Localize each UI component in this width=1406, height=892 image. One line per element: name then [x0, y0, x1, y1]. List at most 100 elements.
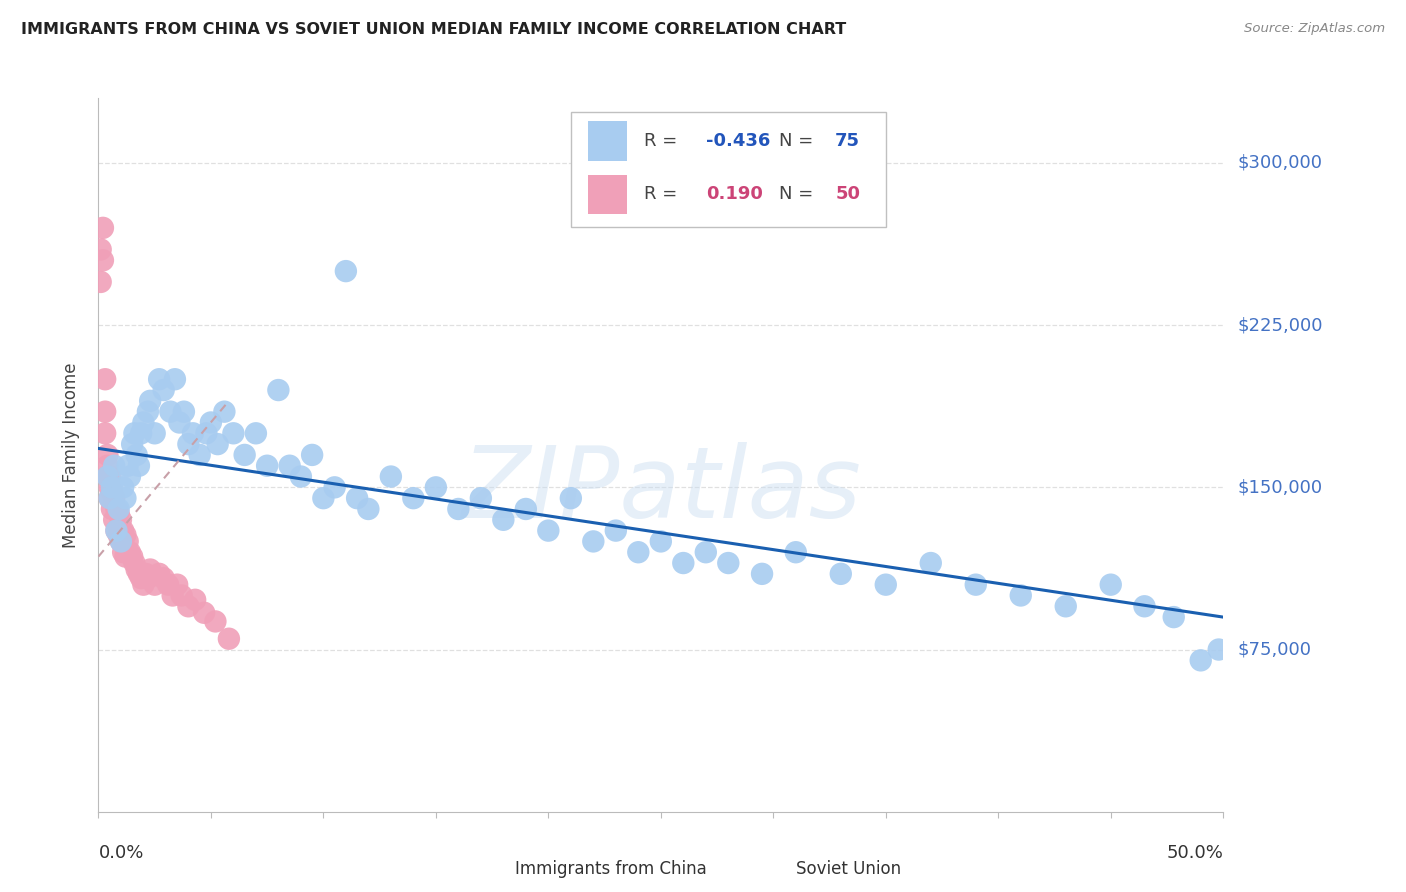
- Point: [125, 448, 148, 462]
- Point: [256, 458, 278, 473]
- Point: [1163, 610, 1185, 624]
- Point: [380, 469, 402, 483]
- Point: [121, 437, 143, 451]
- Text: 0.0%: 0.0%: [98, 844, 143, 862]
- Point: [90, 243, 112, 257]
- Point: [128, 458, 150, 473]
- Point: [582, 534, 605, 549]
- Bar: [588, 175, 627, 214]
- Point: [301, 448, 323, 462]
- Text: 50: 50: [835, 186, 860, 203]
- Text: $225,000: $225,000: [1237, 316, 1323, 334]
- Point: [672, 556, 695, 570]
- Point: [447, 502, 470, 516]
- Point: [136, 571, 159, 585]
- Point: [139, 393, 162, 408]
- Point: [105, 524, 128, 538]
- Point: [125, 562, 148, 576]
- Point: [181, 426, 204, 441]
- Point: [101, 480, 124, 494]
- Point: [312, 491, 335, 505]
- Point: [470, 491, 492, 505]
- Point: [105, 502, 128, 516]
- Point: [245, 426, 267, 441]
- Text: R =: R =: [644, 132, 683, 150]
- Point: [105, 524, 128, 538]
- Point: [346, 491, 368, 505]
- Point: [751, 566, 773, 581]
- Bar: [740, 855, 785, 883]
- Point: [110, 513, 132, 527]
- Point: [605, 524, 627, 538]
- Text: Soviet Union: Soviet Union: [796, 860, 901, 878]
- Point: [96, 448, 118, 462]
- Point: [112, 480, 135, 494]
- Point: [492, 513, 515, 527]
- Point: [1133, 599, 1156, 614]
- Point: [114, 549, 136, 564]
- Point: [96, 469, 118, 483]
- Point: [162, 589, 184, 603]
- Point: [91, 220, 114, 235]
- Text: IMMIGRANTS FROM CHINA VS SOVIET UNION MEDIAN FAMILY INCOME CORRELATION CHART: IMMIGRANTS FROM CHINA VS SOVIET UNION ME…: [21, 22, 846, 37]
- Point: [157, 577, 180, 591]
- Point: [112, 524, 135, 538]
- Point: [132, 416, 155, 430]
- Point: [110, 534, 132, 549]
- Point: [159, 405, 181, 419]
- Point: [627, 545, 650, 559]
- Point: [875, 577, 897, 591]
- Point: [1189, 653, 1212, 667]
- Point: [218, 632, 240, 646]
- Point: [1099, 577, 1122, 591]
- Point: [515, 502, 537, 516]
- Text: $300,000: $300,000: [1237, 154, 1322, 172]
- Text: Source: ZipAtlas.com: Source: ZipAtlas.com: [1244, 22, 1385, 36]
- Point: [560, 491, 582, 505]
- Point: [98, 480, 121, 494]
- Point: [132, 577, 155, 591]
- Point: [222, 426, 245, 441]
- Point: [101, 502, 124, 516]
- Point: [152, 383, 174, 397]
- Text: 75: 75: [835, 132, 860, 150]
- Point: [1054, 599, 1077, 614]
- Point: [148, 372, 170, 386]
- Point: [101, 484, 124, 499]
- Point: [169, 416, 191, 430]
- Point: [200, 416, 222, 430]
- Point: [965, 577, 987, 591]
- Point: [1208, 642, 1230, 657]
- Point: [152, 571, 174, 585]
- Point: [90, 275, 112, 289]
- Point: [188, 448, 211, 462]
- Point: [143, 577, 166, 591]
- Text: $75,000: $75,000: [1237, 640, 1312, 658]
- Point: [96, 469, 118, 483]
- Point: [124, 556, 146, 570]
- Point: [136, 405, 159, 419]
- Point: [118, 545, 141, 559]
- Point: [107, 506, 129, 520]
- Point: [139, 562, 162, 576]
- Point: [177, 437, 200, 451]
- Point: [177, 599, 200, 614]
- Point: [166, 577, 188, 591]
- Text: N =: N =: [779, 132, 818, 150]
- Point: [267, 383, 290, 397]
- Point: [107, 502, 129, 516]
- Point: [94, 405, 117, 419]
- Point: [402, 491, 425, 505]
- Point: [121, 549, 143, 564]
- Point: [233, 448, 256, 462]
- Point: [98, 491, 121, 505]
- Point: [128, 566, 150, 581]
- Point: [170, 589, 193, 603]
- Point: [920, 556, 942, 570]
- Point: [135, 566, 157, 581]
- FancyBboxPatch shape: [571, 112, 886, 227]
- Point: [357, 502, 380, 516]
- Point: [207, 437, 229, 451]
- Point: [118, 469, 141, 483]
- Point: [98, 491, 121, 505]
